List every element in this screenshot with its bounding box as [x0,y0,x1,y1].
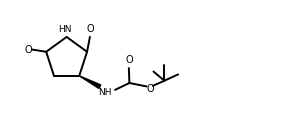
Text: NH: NH [98,87,112,96]
Text: O: O [24,45,32,55]
Text: O: O [146,84,154,94]
Polygon shape [79,76,101,89]
Text: O: O [86,24,94,34]
Text: O: O [125,55,133,65]
Text: HN: HN [58,25,72,34]
